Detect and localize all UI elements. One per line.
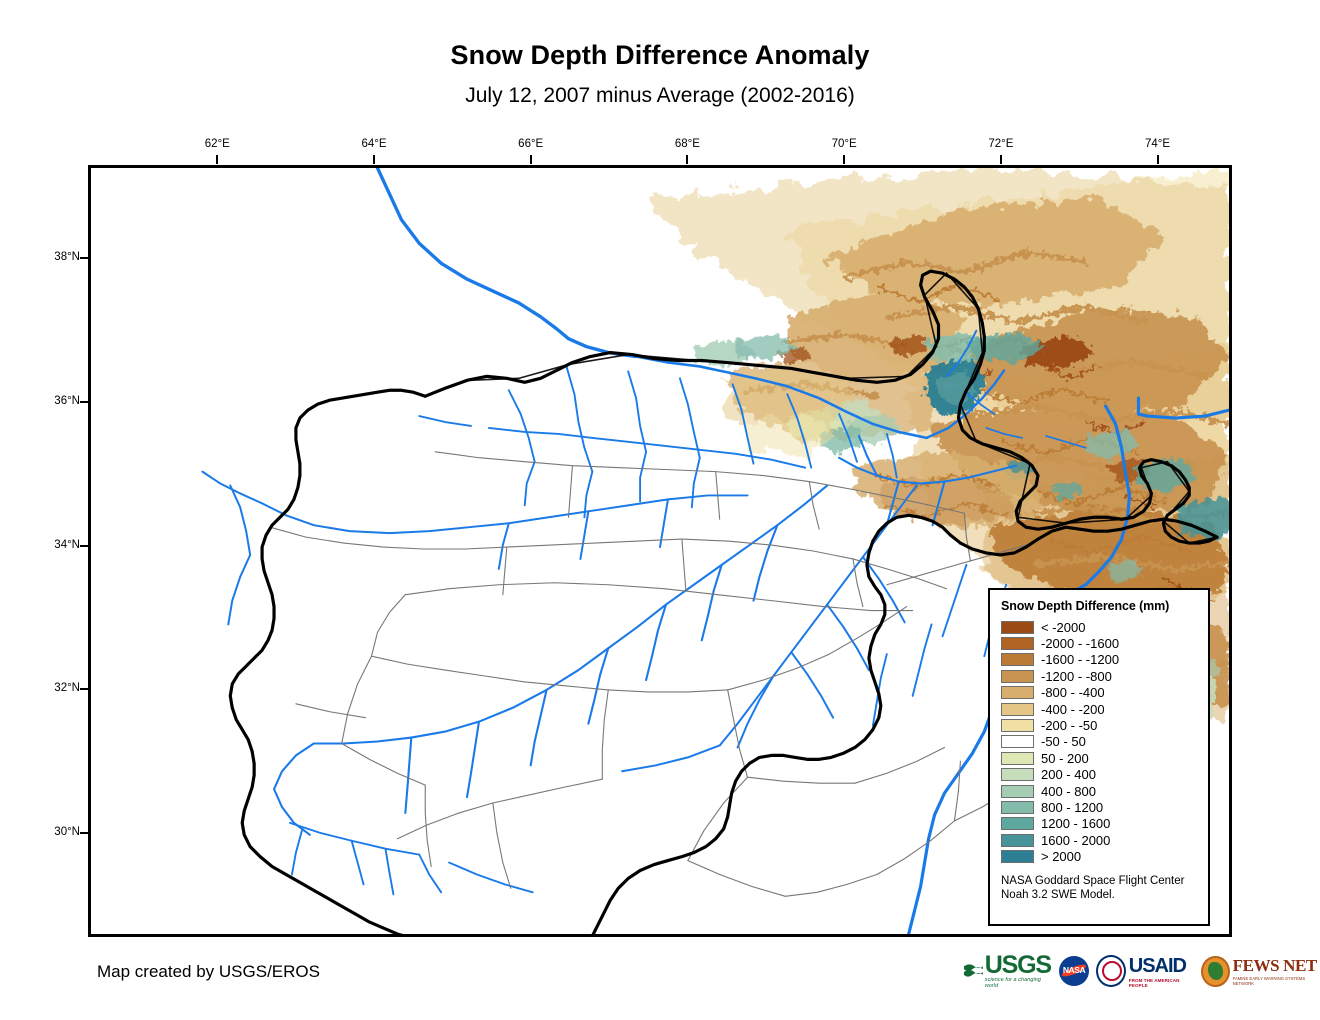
legend-swatch [1001,620,1034,634]
map-credit: Map created by USGS/EROS [97,962,320,981]
legend-row[interactable]: 800 - 1200 [999,799,1199,815]
legend-title: Snow Depth Difference (mm) [1001,599,1170,613]
legend-label: -800 - -400 [1041,685,1105,701]
legend-row[interactable]: -800 - -400 [999,685,1199,701]
legend-label: 1600 - 2000 [1041,832,1111,848]
legend-label: -50 - 50 [1041,734,1086,750]
longitude-tick [1156,155,1159,164]
legend-swatch [1001,637,1034,651]
legend-label: > 2000 [1041,849,1082,865]
legend-row[interactable]: -1200 - -800 [999,668,1199,684]
latitude-label: 38°N [54,251,80,264]
legend-row[interactable]: -1600 - -1200 [999,652,1199,668]
usgs-logo[interactable]: USGS science for a changing world [963,951,1052,989]
legend-label: 800 - 1200 [1041,799,1104,815]
latitude-tick [80,831,89,834]
longitude-tick [686,155,689,164]
legend-row[interactable]: < -2000 [999,619,1199,635]
legend-row[interactable]: -400 - -200 [999,701,1199,717]
latitude-label: 32°N [54,682,80,695]
legend-label: -1200 - -800 [1041,668,1112,684]
legend-swatch [1001,800,1034,814]
usgs-wave-icon [963,964,983,977]
legend-row[interactable]: 1200 - 1600 [999,816,1199,832]
legend-source-note: NASA Goddard Space Flight Center Noah 3.… [1001,874,1185,901]
latitude-label: 30°N [54,825,80,838]
latitude-tick [80,688,89,691]
longitude-label: 74°E [1145,138,1171,150]
longitude-label: 72°E [988,138,1014,150]
legend-label: 50 - 200 [1041,750,1089,766]
longitude-label: 66°E [518,138,544,150]
page-title: Snow Depth Difference Anomaly [450,40,870,70]
legend-row[interactable]: -50 - 50 [999,734,1199,750]
map-legend[interactable]: Snow Depth Difference (mm) < -2000 -2000 … [988,588,1210,926]
longitude-tick [843,155,846,164]
legend-label: -1600 - -1200 [1041,652,1120,668]
usaid-tagline: FROM THE AMERICAN PEOPLE [1128,977,1180,988]
legend-class-list: < -2000 -2000 - -1600 -1600 - -1200 -1200 -… [999,619,1199,865]
longitude-label: 68°E [674,138,700,150]
latitude-label: 36°N [54,394,80,407]
legend-swatch [1001,817,1034,831]
legend-label: -400 - -200 [1041,701,1105,717]
logo-bar: USGS science for a changing world NASA U… [963,950,1320,992]
legend-row[interactable]: -200 - -50 [999,717,1199,733]
province-border-layer [269,451,1027,897]
legend-row[interactable]: 200 - 400 [999,767,1199,783]
legend-swatch [1001,784,1034,798]
longitude-tick [999,155,1002,164]
usaid-wordmark: USAID [1128,954,1187,977]
longitude-tick [529,155,532,164]
fewsnet-wordmark: FEWS NET [1232,956,1318,975]
latitude-tick [80,400,89,403]
page-subtitle: July 12, 2007 minus Average (2002-2016) [465,84,855,107]
longitude-label: 64°E [361,138,387,150]
fewsnet-globe-icon [1200,955,1230,987]
nasa-wordmark: NASA [1062,965,1086,975]
latitude-label: 34°N [54,538,80,551]
fewsnet-logo[interactable]: FEWS NET FAMINE EARLY WARNING SYSTEMS NE… [1200,954,1320,988]
legend-label: 400 - 800 [1041,783,1096,799]
legend-row[interactable]: > 2000 [999,848,1199,864]
legend-row[interactable]: 400 - 800 [999,783,1199,799]
map-graphic [91,168,1229,934]
legend-label: -200 - -50 [1041,718,1098,734]
latitude-tick [80,257,89,260]
legend-label: < -2000 [1041,619,1086,635]
latitude-tick [80,544,89,547]
river-layer [201,168,1229,934]
longitude-label: 62°E [204,138,230,150]
nasa-meatball-icon: NASA [1059,956,1090,986]
fewsnet-tagline: FAMINE EARLY WARNING SYSTEMS NETWORK [1232,976,1306,986]
anomaly-raster-layer [648,168,1229,724]
legend-label: 1200 - 1600 [1041,816,1111,832]
nasa-logo[interactable]: NASA [1059,954,1090,988]
usgs-wordmark: USGS [984,951,1052,980]
legend-swatch [1001,735,1034,749]
legend-row[interactable]: 50 - 200 [999,750,1199,766]
legend-swatch [1001,653,1034,667]
longitude-tick [216,155,219,164]
legend-label: -2000 - -1600 [1041,636,1120,652]
legend-swatch [1001,686,1034,700]
longitude-label: 70°E [831,138,857,150]
legend-swatch [1001,719,1034,733]
longitude-tick [373,155,375,164]
legend-swatch [1001,833,1034,847]
legend-swatch [1001,702,1034,716]
legend-swatch [1001,768,1034,782]
usaid-logo[interactable]: USAID FROM THE AMERICAN PEOPLE [1096,954,1194,988]
legend-label: 200 - 400 [1041,767,1096,783]
usaid-seal-icon [1096,955,1126,987]
map-canvas[interactable] [88,165,1232,937]
legend-row[interactable]: 1600 - 2000 [999,832,1199,848]
legend-swatch [1001,669,1034,683]
usgs-tagline: science for a changing world [984,977,1041,989]
legend-row[interactable]: -2000 - -1600 [999,635,1199,651]
legend-swatch [1001,751,1034,765]
legend-swatch [1001,850,1034,864]
